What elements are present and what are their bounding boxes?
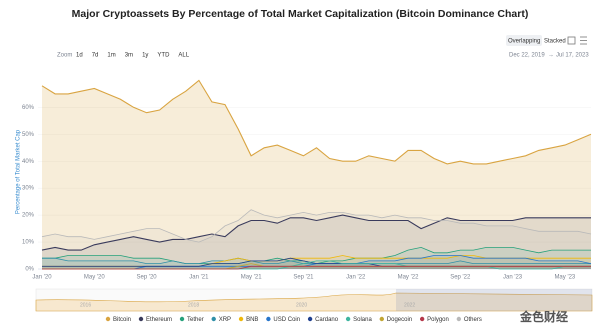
- x-tick-label: Sep '20: [136, 275, 157, 281]
- series-area: [42, 247, 591, 269]
- legend-marker: [105, 316, 111, 322]
- legend-label[interactable]: Dogecoin: [387, 317, 412, 323]
- x-tick-label: May '23: [554, 275, 575, 281]
- x-tick-label: Jan '20: [32, 275, 52, 281]
- series-area: [42, 255, 591, 269]
- series-line: [42, 265, 591, 270]
- date-to[interactable]: Jul 17, 2023: [556, 53, 589, 59]
- series-area: [42, 255, 591, 269]
- date-separator: →: [548, 53, 554, 59]
- legend-label[interactable]: Solana: [353, 317, 372, 323]
- legend-marker: [266, 316, 271, 322]
- date-from[interactable]: Dec 22, 2019: [509, 53, 545, 59]
- navigator-label: 2016: [80, 302, 91, 308]
- y-tick-label: 20%: [22, 213, 35, 219]
- legend-marker: [345, 316, 351, 322]
- legend-marker: [379, 316, 384, 322]
- x-tick-label: May '21: [241, 275, 262, 281]
- y-tick-label: 50%: [22, 132, 35, 138]
- series-area: [42, 266, 591, 269]
- zoom-option[interactable]: 3m: [125, 53, 133, 59]
- x-tick-label: May '20: [84, 275, 105, 281]
- legend-label[interactable]: Tether: [187, 317, 204, 323]
- x-tick-label: Jan '22: [346, 275, 366, 281]
- zoom-label: Zoom: [57, 53, 72, 59]
- overlapping-button-bg[interactable]: [506, 35, 542, 46]
- series-line: [41, 214, 591, 251]
- y-tick-label: 0%: [25, 267, 34, 273]
- navigator-label: 2022: [404, 302, 415, 308]
- x-tick-label: Sep '21: [293, 275, 314, 281]
- y-tick-label: 40%: [22, 159, 35, 165]
- series-line: [41, 209, 592, 243]
- y-tick-label: 60%: [22, 105, 35, 111]
- legend-marker: [179, 316, 185, 322]
- zoom-option[interactable]: 1d: [76, 53, 83, 59]
- fullscreen-icon[interactable]: [567, 36, 576, 45]
- legend-marker: [211, 316, 216, 322]
- legend-label[interactable]: Polygon: [427, 317, 449, 323]
- legend-marker: [238, 316, 244, 322]
- legend-label[interactable]: XRP: [219, 317, 231, 323]
- zoom-option[interactable]: 1m: [107, 53, 115, 59]
- x-tick-label: May '22: [398, 275, 419, 281]
- legend-label[interactable]: Ethereum: [146, 317, 172, 323]
- y-tick-label: 10%: [22, 240, 35, 246]
- legend-label[interactable]: Others: [464, 317, 482, 323]
- x-tick-label: Sep '22: [450, 275, 471, 281]
- menu-icon[interactable]: [580, 36, 587, 45]
- chart-title: Major Cryptoassets By Percentage of Tota…: [72, 8, 529, 20]
- y-axis-label: Percentage of Total Market Cap: [16, 129, 22, 214]
- navigator-label: 2018: [188, 302, 199, 308]
- legend-label[interactable]: USD Coin: [273, 317, 300, 323]
- zoom-option[interactable]: YTD: [157, 53, 170, 59]
- navigator-label: 2020: [296, 302, 307, 308]
- legend-marker: [419, 316, 425, 322]
- legend-label[interactable]: BNB: [246, 317, 258, 323]
- legend-marker: [307, 316, 313, 322]
- zoom-option[interactable]: 7d: [92, 53, 99, 59]
- view-mode[interactable]: Stacked: [544, 39, 566, 45]
- view-mode[interactable]: Overlapping: [508, 39, 540, 45]
- legend-marker: [138, 316, 144, 322]
- legend-label[interactable]: Bitcoin: [113, 317, 131, 323]
- series-area: [42, 209, 591, 269]
- series-area: [42, 260, 591, 269]
- x-tick-label: Jan '23: [503, 275, 523, 281]
- zoom-option[interactable]: 1y: [142, 53, 148, 59]
- watermark: 金色财经: [519, 309, 568, 324]
- series-line: [41, 79, 592, 165]
- navigator-selection[interactable]: [396, 289, 592, 311]
- legend-marker: [456, 316, 462, 322]
- y-tick-label: 30%: [22, 186, 35, 192]
- navigator-series: [35, 292, 593, 312]
- x-tick-label: Jan '21: [189, 275, 209, 281]
- legend-label[interactable]: Cardano: [315, 317, 339, 323]
- zoom-option[interactable]: ALL: [178, 53, 189, 59]
